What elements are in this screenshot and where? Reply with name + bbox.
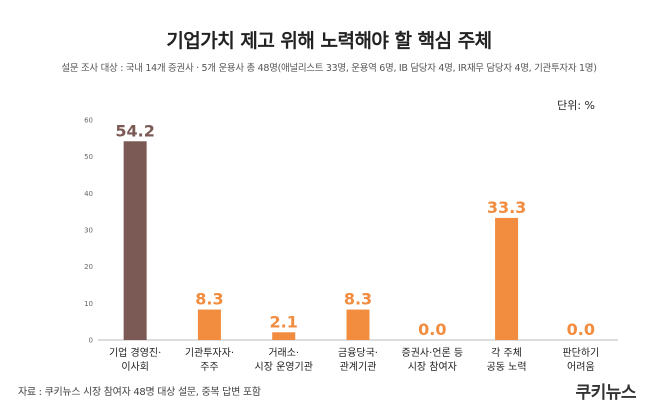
data-label: 0.0 xyxy=(418,320,446,339)
data-label: 33.3 xyxy=(487,198,526,217)
category-label: 증권사·언론 등 xyxy=(402,347,464,359)
brand-logo: 쿠키뉴스 xyxy=(575,383,636,403)
data-label: 0.0 xyxy=(567,320,595,339)
category-label: 공동 노력 xyxy=(487,361,527,373)
bar xyxy=(123,141,147,340)
y-tick-label: 0 xyxy=(89,337,93,345)
bar xyxy=(197,309,221,340)
category-label: 시장 운영기관 xyxy=(255,361,313,373)
category-label: 기관투자자· xyxy=(185,347,234,359)
data-label: 2.1 xyxy=(270,312,298,331)
category-label: 거래소· xyxy=(268,347,299,359)
bar xyxy=(346,309,370,340)
y-tick-label: 30 xyxy=(84,227,93,235)
bars: 54.2 8.3 2.1 8.3 0.0 33.3 0.0 xyxy=(115,121,595,340)
y-tick-label: 10 xyxy=(84,300,93,308)
category-label: 각 주체 xyxy=(491,347,522,359)
y-tick-label: 50 xyxy=(84,153,93,161)
unit-label: 단위: % xyxy=(557,99,595,112)
category-label: 관계기관 xyxy=(340,361,377,373)
x-axis-labels: 기업 경영진· 이사회 기관투자자· 주주 거래소· 시장 운영기관 금융당국· 관계기관 증권… xyxy=(109,346,599,373)
y-tick-label: 60 xyxy=(84,117,93,125)
data-label: 54.2 xyxy=(115,121,154,140)
chart-subtitle: 설문 조사 대상 : 국내 14개 증권사 · 5개 운용사 총 48명(애널리… xyxy=(61,63,597,74)
bar xyxy=(495,217,519,340)
bar xyxy=(272,332,296,340)
category-label: 어려움 xyxy=(567,361,595,373)
y-tick-label: 40 xyxy=(84,190,93,198)
data-label: 8.3 xyxy=(344,290,372,309)
source-note: 자료 : 쿠키뉴스 시장 참여자 48명 대상 설문, 중복 답변 포함 xyxy=(18,387,261,398)
category-label: 주주 xyxy=(200,362,218,373)
y-tick-label: 20 xyxy=(84,263,93,271)
category-label: 이사회 xyxy=(121,361,149,373)
chart-title: 기업가치 제고 위해 노력해야 할 핵심 주체 xyxy=(166,30,492,52)
data-label: 8.3 xyxy=(195,290,223,309)
category-label: 시장 참여자 xyxy=(408,361,457,373)
category-label: 금융당국· xyxy=(338,347,378,359)
category-label: 판단하기 xyxy=(562,346,599,359)
category-label: 기업 경영진· xyxy=(109,346,161,359)
